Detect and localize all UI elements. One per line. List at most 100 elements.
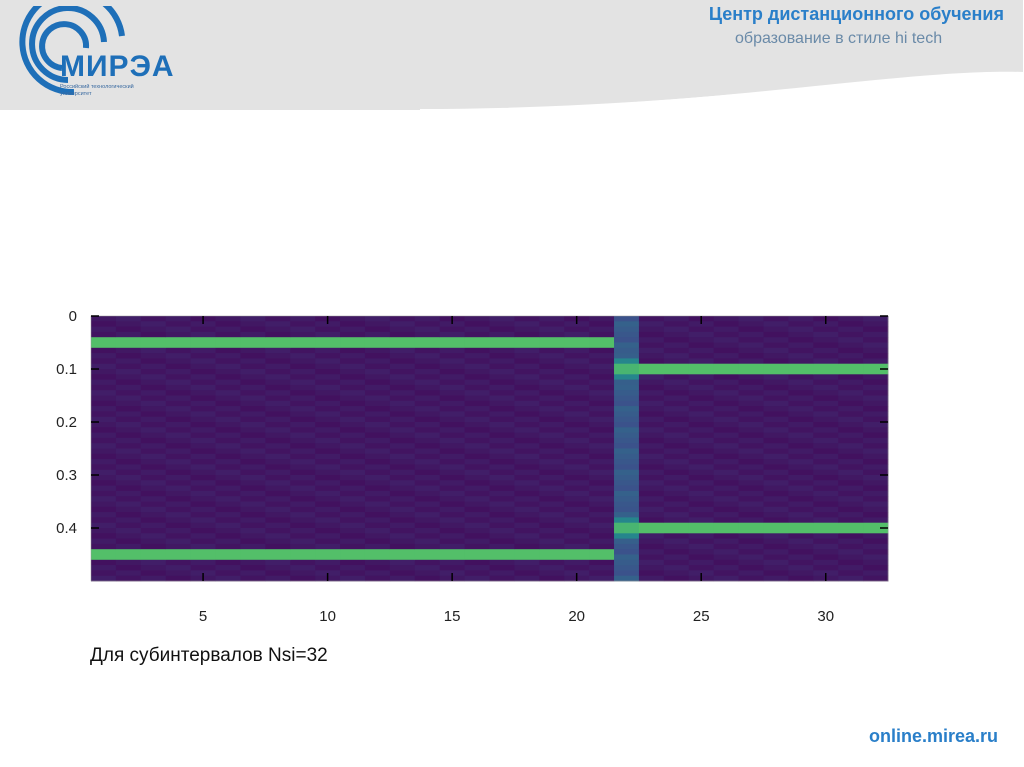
- heatmap-cell: [788, 342, 814, 349]
- heatmap-cell: [389, 443, 416, 449]
- heatmap-cell: [140, 384, 167, 391]
- heatmap-cell: [389, 353, 416, 359]
- heatmap-cell: [738, 326, 764, 333]
- heatmap-cell: [713, 416, 739, 423]
- heatmap-cell: [813, 517, 839, 524]
- heatmap-cell: [91, 427, 117, 433]
- heatmap-cell: [215, 331, 241, 338]
- heatmap-cell: [464, 501, 490, 508]
- heatmap-cell: [788, 496, 814, 502]
- heatmap-cell: [240, 406, 266, 412]
- heatmap-cell: [115, 358, 142, 365]
- heatmap-cell: [439, 374, 465, 380]
- heatmap-cell: [788, 432, 814, 439]
- heatmap-cell: [813, 390, 839, 396]
- heatmap-cell: [863, 416, 889, 423]
- heatmap-cell: [564, 459, 590, 465]
- heatmap-cell: [863, 379, 889, 386]
- heatmap-cell: [863, 506, 889, 513]
- heatmap-cell: [564, 475, 590, 481]
- heatmap-cell: [414, 480, 441, 486]
- heatmap-cell: [564, 358, 590, 365]
- heatmap-cell: [539, 533, 565, 539]
- heatmap-cell: [713, 490, 739, 497]
- heatmap-cell: [638, 528, 665, 534]
- heatmap-cell: [788, 411, 814, 418]
- heatmap-cell: [589, 496, 615, 502]
- heatmap-cell: [489, 469, 515, 476]
- heatmap-cell: [414, 549, 441, 555]
- heatmap-cell: [439, 475, 465, 481]
- heatmap-cell: [215, 379, 241, 386]
- heatmap-cell: [115, 427, 142, 433]
- heatmap-cell: [165, 342, 192, 349]
- heatmap-cell: [663, 554, 690, 561]
- heatmap-cell: [489, 395, 515, 402]
- heatmap-cell: [240, 480, 266, 486]
- heatmap-cell: [165, 384, 192, 391]
- heatmap-cell: [265, 570, 291, 577]
- heatmap-cell: [315, 363, 341, 370]
- heatmap-cell: [564, 485, 590, 492]
- heatmap-cell: [265, 459, 291, 465]
- heatmap-cell: [688, 326, 715, 333]
- heatmap-cell: [364, 501, 391, 508]
- heatmap-cell: [663, 475, 690, 481]
- heatmap-cell: [290, 501, 316, 508]
- heatmap-cell: [863, 374, 889, 380]
- footer-url[interactable]: online.mirea.ru: [868, 726, 998, 746]
- heatmap-cell: [315, 490, 341, 497]
- heatmap-cell: [763, 416, 789, 423]
- heatmap-cell: [838, 395, 864, 402]
- heatmap-cell: [713, 501, 739, 508]
- heatmap-cell: [539, 522, 565, 529]
- heatmap-cell: [414, 390, 441, 396]
- heatmap-cell: [340, 549, 366, 555]
- heatmap-cell: [564, 384, 590, 391]
- heatmap-cell: [489, 522, 515, 529]
- heatmap-cell: [439, 326, 465, 333]
- heatmap-cell: [539, 543, 565, 550]
- heatmap-cell: [788, 390, 814, 396]
- heatmap-cell: [614, 437, 640, 444]
- heatmap-cell: [863, 501, 889, 508]
- heatmap-cell: [514, 422, 540, 428]
- heatmap-cell: [539, 448, 565, 455]
- heatmap-cell: [514, 469, 540, 476]
- heatmap-cell: [688, 469, 715, 476]
- heatmap-cell: [91, 353, 117, 359]
- heatmap-cell: [688, 475, 715, 481]
- heatmap-cell: [115, 353, 142, 359]
- heatmap-cell: [414, 427, 441, 433]
- heatmap-cell: [115, 326, 142, 333]
- heatmap-cell: [589, 342, 615, 349]
- heatmap-cell: [589, 469, 615, 476]
- heatmap-cell: [763, 337, 789, 343]
- heatmap-cell: [439, 390, 465, 396]
- heatmap-cell: [763, 384, 789, 391]
- heatmap-cell: [589, 512, 615, 518]
- heatmap-cell: [688, 512, 715, 518]
- heatmap-cell: [190, 390, 216, 396]
- heatmap-cell: [265, 554, 291, 561]
- heatmap-cell: [364, 453, 391, 460]
- heatmap-cell: [838, 337, 864, 343]
- heatmap-cell: [788, 528, 814, 534]
- heatmap-cell: [91, 453, 117, 460]
- heatmap-cell: [315, 432, 341, 439]
- heatmap-cell: [91, 554, 117, 561]
- heatmap-cell: [215, 570, 241, 577]
- heatmap-cell: [589, 522, 615, 529]
- heatmap-cell: [713, 353, 739, 359]
- heatmap-cell: [738, 331, 764, 338]
- heatmap-cell: [91, 432, 117, 439]
- heatmap-cell: [489, 570, 515, 577]
- heatmap-cell: [713, 374, 739, 380]
- heatmap-cell: [91, 475, 117, 481]
- heatmap-cell: [215, 358, 241, 365]
- heatmap-cell: [813, 379, 839, 386]
- x-tick-label: 25: [693, 608, 710, 625]
- heatmap-cell: [663, 363, 690, 370]
- heatmap-cell: [638, 469, 665, 476]
- heatmap-cell: [738, 427, 764, 433]
